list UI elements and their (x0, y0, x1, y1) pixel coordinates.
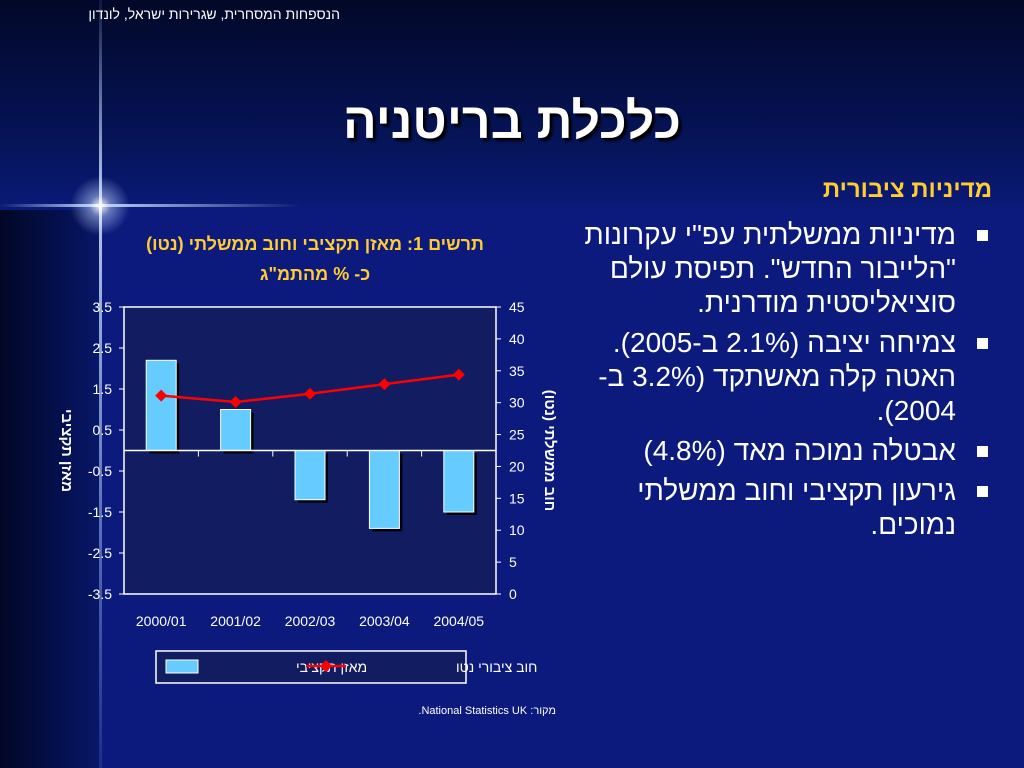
left-axis-tick-label: 1.5 (93, 381, 113, 397)
legend-line-marker (320, 660, 332, 672)
bullet-square-icon (977, 486, 988, 497)
light-flare-vertical (99, 0, 102, 768)
chart-subtitle: כ- % מהתמ"ג (259, 264, 371, 284)
line-point (304, 387, 316, 400)
section-subtitle: מדיניות ציבורית (822, 176, 992, 203)
organization-label: הנספחות המסחרית, שגרירות ישראל, לונדון (88, 6, 340, 22)
bar-budget-balance (368, 450, 400, 529)
category-label: 2003/04 (359, 613, 410, 629)
bullet-text: גירעון תקציבי וחוב ממשלתי נמוכים. (637, 475, 956, 540)
slide-title: כלכלת בריטניה (342, 93, 681, 149)
bar-budget-balance (145, 359, 177, 451)
line-point (378, 378, 391, 391)
left-axis-tick-label: 3.5 (93, 299, 113, 315)
right-axis-tick-label: 45 (509, 299, 525, 315)
right-axis-tick-label: 40 (509, 331, 525, 347)
category-label: 2004/05 (433, 613, 484, 629)
right-axis-title: חוב ממשלתי (נטו) (541, 390, 558, 512)
legend-line-label: חוב ציבורי נטו (456, 659, 537, 675)
right-axis-tick-label: 15 (509, 490, 525, 506)
right-axis-tick-label: 0 (509, 586, 517, 602)
bullet-item: מדיניות ממשלתית עפ"י עקרונות "הלייבור הח… (574, 218, 994, 320)
right-axis-tick-label: 30 (509, 395, 525, 411)
right-axis-tick-label: 35 (509, 363, 525, 379)
chart-title-block: תרשים 1: מאזן תקציבי וחוב ממשלתי (נטו) כ… (60, 229, 570, 289)
chart-source: מקור: National Statistics UK. (418, 705, 556, 717)
left-axis-tick-label: 2.5 (93, 340, 113, 356)
bullet-item: אבטלה נמוכה מאד (4.8%) (574, 434, 994, 468)
light-flare-glow (70, 176, 130, 236)
line-point (452, 368, 465, 381)
left-axis-tick-label: -1.5 (88, 504, 112, 520)
category-label: 2002/03 (285, 613, 336, 629)
left-axis-title: מאזן תקציבי (58, 409, 75, 492)
bullet-square-icon (977, 230, 988, 241)
bullet-item: צמיחה יציבה (2.1% ב-2005). האטה קלה מאשת… (574, 326, 994, 428)
left-axis-tick-label: -0.5 (88, 463, 112, 479)
category-label: 2001/02 (210, 613, 261, 629)
bullet-text: צמיחה יציבה (2.1% ב-2005). האטה קלה מאשת… (598, 327, 956, 426)
line-point (229, 396, 242, 409)
left-axis-tick-label: -3.5 (88, 586, 112, 602)
bar-budget-balance (294, 450, 326, 501)
bullet-text: מדיניות ממשלתית עפ"י עקרונות "הלייבור הח… (584, 219, 956, 318)
left-axis-tick-label: -2.5 (88, 545, 112, 561)
bullet-item: גירעון תקציבי וחוב ממשלתי נמוכים. (574, 474, 994, 542)
light-flare-horizontal (0, 204, 300, 207)
bullet-list: מדיניות ממשלתית עפ"י עקרונות "הלייבור הח… (574, 218, 994, 548)
right-axis-tick-label: 10 (509, 522, 525, 538)
chart-title: תרשים 1: מאזן תקציבי וחוב ממשלתי (נטו) (146, 234, 484, 254)
line-point (155, 389, 168, 402)
category-label: 2000/01 (136, 613, 187, 629)
background-top-band (0, 0, 1024, 210)
bar-budget-balance (443, 450, 475, 513)
bar-budget-balance (220, 409, 252, 451)
left-axis-tick-label: 0.5 (93, 422, 113, 438)
bullet-text: אבטלה נמוכה מאד (4.8%) (643, 435, 956, 466)
legend-bar-swatch (165, 659, 199, 674)
right-axis-tick-label: 20 (509, 458, 525, 474)
bullet-square-icon (977, 338, 988, 349)
right-axis-tick-label: 25 (509, 427, 525, 443)
right-axis-tick-label: 5 (509, 554, 517, 570)
bullet-square-icon (977, 446, 988, 457)
